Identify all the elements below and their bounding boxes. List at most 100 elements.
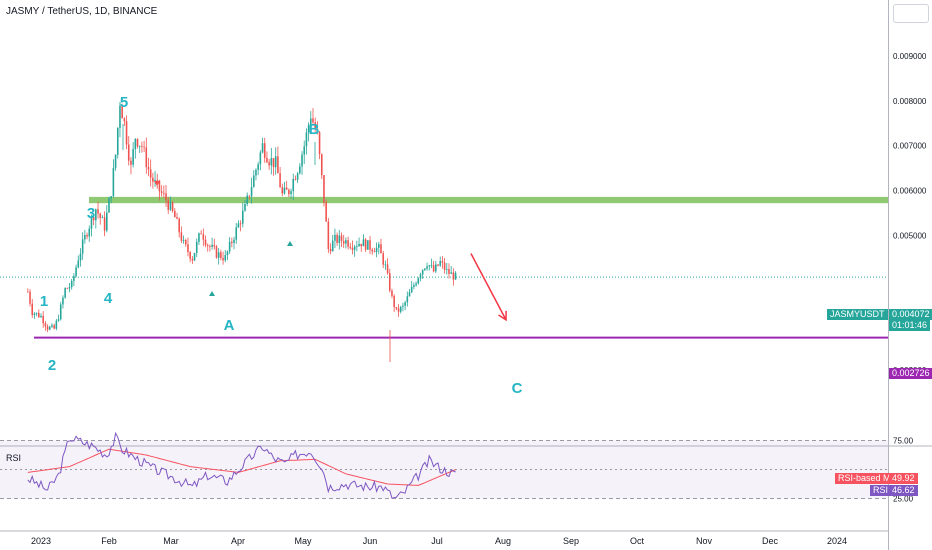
rsi-tick-label: 25.00	[893, 495, 914, 504]
price-tick-label: 0.008000	[893, 97, 927, 106]
candle-body	[448, 269, 450, 274]
candle-body	[310, 118, 312, 126]
candle-body	[437, 264, 439, 266]
time-label: Oct	[630, 536, 645, 546]
candle-body	[154, 179, 156, 182]
candle-body	[202, 234, 205, 240]
candle-body	[206, 245, 209, 247]
candle-body	[114, 154, 117, 168]
candle-body	[259, 152, 262, 165]
candle-body	[296, 173, 299, 180]
wave-label-3: 3	[87, 205, 95, 222]
candle-body	[152, 177, 154, 182]
candle-body	[325, 202, 327, 222]
candle-body	[252, 175, 255, 188]
candle-body	[369, 240, 371, 250]
candle-body	[288, 189, 290, 195]
candle-body	[397, 308, 400, 312]
candle-body	[290, 191, 292, 195]
candle-body	[68, 287, 71, 289]
candle-body	[55, 320, 58, 329]
candle-body	[101, 217, 104, 219]
candle-body	[351, 247, 354, 250]
time-label: Jun	[363, 536, 378, 546]
candle-body	[358, 243, 360, 247]
candle-body	[443, 262, 446, 270]
candle-body	[237, 223, 240, 228]
candle-body	[228, 241, 231, 252]
candle-body	[130, 160, 132, 165]
wave-label-A: A	[224, 317, 235, 334]
candle-body	[132, 149, 134, 165]
candle-body	[106, 212, 108, 231]
candle-body	[441, 261, 444, 263]
candle-body	[92, 216, 95, 221]
candle-body	[160, 191, 163, 193]
candle-body	[277, 156, 279, 174]
candle-body	[165, 193, 167, 201]
rsi-title: RSI	[6, 453, 22, 463]
current-price-tag: 0.004072	[889, 309, 932, 320]
time-label: Aug	[495, 536, 511, 546]
candle-body	[103, 217, 106, 231]
time-label: Apr	[231, 536, 245, 546]
candle-body	[454, 272, 457, 280]
candle-body	[84, 234, 86, 240]
candle-body	[178, 218, 180, 233]
candle-body	[59, 304, 62, 320]
candle-body	[345, 240, 347, 244]
candle-body	[314, 122, 316, 130]
candle-body	[79, 253, 82, 261]
candle-body	[307, 125, 310, 133]
candle-body	[235, 227, 238, 240]
time-label: Nov	[696, 536, 713, 546]
candle-body	[204, 239, 207, 246]
price-tick-label: 0.005000	[893, 232, 927, 241]
candle-body	[435, 264, 437, 272]
candle-body	[174, 210, 176, 218]
candle-body	[119, 105, 121, 128]
candle-body	[147, 167, 150, 170]
rsi-ma-line	[27, 448, 456, 486]
candle-body	[116, 127, 119, 155]
wave-label-5: 5	[120, 94, 128, 111]
candle-body	[316, 129, 319, 133]
price-tick-label: 0.007000	[893, 142, 927, 151]
candle-body	[44, 323, 47, 327]
price-scale-button[interactable]	[893, 4, 929, 23]
time-label: Dec	[762, 536, 779, 546]
candle-body	[81, 239, 84, 254]
candle-body	[261, 143, 264, 153]
candle-body	[57, 319, 60, 321]
candle-body	[349, 246, 352, 248]
wave-label-B: B	[309, 121, 320, 138]
candle-body	[274, 156, 277, 168]
candle-body	[88, 228, 91, 237]
candle-body	[138, 145, 141, 147]
candle-body	[323, 175, 325, 203]
candle-body	[167, 200, 170, 210]
candle-body	[421, 269, 424, 275]
candle-body	[224, 255, 227, 261]
candle-body	[263, 143, 266, 158]
time-label: 2023	[31, 536, 51, 546]
candle-body	[217, 252, 220, 258]
candle-body	[90, 216, 93, 229]
candle-body	[375, 247, 378, 253]
candle-body	[86, 234, 88, 237]
rsi-ma-value-tag: 49.92	[889, 473, 918, 484]
candle-body	[244, 203, 246, 211]
candle-body	[158, 180, 161, 192]
candle-body	[180, 232, 183, 241]
candle-body	[281, 187, 284, 194]
candle-body	[97, 209, 99, 214]
candle-body	[193, 252, 196, 261]
candle-body	[176, 217, 178, 219]
candle-body	[373, 251, 376, 253]
candle-body	[279, 173, 281, 188]
candle-body	[145, 147, 148, 168]
support-price-tag: 0.002726	[889, 368, 932, 379]
candle-body	[336, 234, 338, 243]
candle-body	[198, 233, 200, 242]
candle-body	[318, 132, 321, 155]
